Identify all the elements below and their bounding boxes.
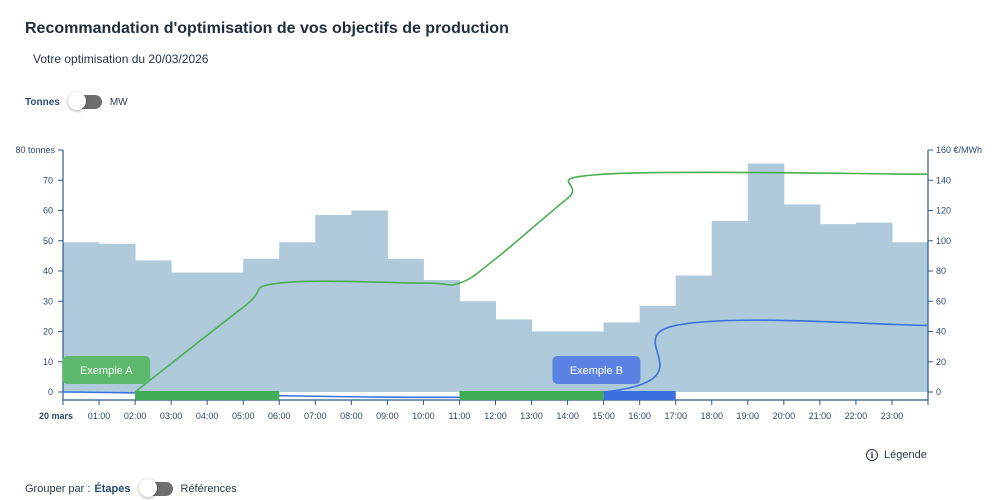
x-tick-label: 08:00 (340, 411, 363, 421)
unit-switch[interactable] (67, 92, 102, 110)
x-tick-label: 20:00 (773, 411, 796, 421)
green-series-line (134, 171, 929, 393)
x-tick-label: 11:00 (449, 411, 471, 421)
right-tick-label: 0 (936, 387, 941, 397)
x-tick-label: 20 mars (39, 411, 73, 421)
right-tick-label: 120 (936, 206, 951, 216)
x-tick-label: 12:00 (484, 411, 507, 421)
left-tick-label: 80 tonnes (15, 145, 55, 155)
left-tick-label: 0 (48, 387, 53, 397)
x-tick-label: 14:00 (556, 411, 579, 421)
x-tick-label: 03:00 (160, 411, 183, 421)
x-tick-label: 10:00 (412, 411, 435, 421)
chart-bar (675, 275, 713, 392)
callout-exemple-a[interactable]: Exemple A (62, 356, 151, 384)
info-icon: i (866, 449, 878, 461)
blue-segment (603, 391, 676, 400)
green-segment (135, 391, 280, 400)
x-tick-label: 21:00 (809, 411, 832, 421)
left-tick-label: 10 (43, 357, 53, 367)
callout-exemple-b[interactable]: Exemple B (552, 356, 641, 384)
chart-bar (495, 319, 533, 392)
right-tick-label: 80 (936, 266, 946, 276)
x-tick-label: 18:00 (700, 411, 723, 421)
unit-toggle-right-label: MW (109, 96, 128, 108)
group-toggle[interactable]: Grouper par : Étapes Références (25, 479, 237, 497)
left-tick-label: 20 (43, 327, 53, 337)
x-tick-label: 01:00 (88, 411, 111, 421)
x-tick-label: 16:00 (628, 411, 651, 421)
x-tick-label: 19:00 (737, 411, 760, 421)
chart-bar (783, 204, 821, 392)
chart-bar (279, 242, 316, 392)
bars-layer (63, 163, 929, 392)
chart-bar (639, 305, 677, 392)
unit-toggle[interactable]: Tonnes MW (25, 92, 128, 110)
group-toggle-prefix: Grouper par : (25, 483, 91, 495)
legend-button[interactable]: i Légende (866, 449, 927, 461)
unit-toggle-left-label: Tonnes (25, 96, 60, 108)
chart-bar (891, 242, 929, 392)
page-subtitle: Votre optimisation du 20/03/2026 (33, 52, 209, 66)
left-tick-label: 40 (43, 266, 53, 276)
callout-label: Exemple B (570, 365, 623, 377)
callout-box (62, 356, 151, 384)
chart-bar (423, 280, 460, 392)
right-tick-label: 40 (936, 327, 946, 337)
callouts-layer: Exemple A Exemple B (62, 356, 641, 384)
x-tick-label: 13:00 (520, 411, 543, 421)
x-tick-label: 17:00 (664, 411, 687, 421)
callout-box (552, 356, 641, 384)
group-toggle-left-label: Étapes (94, 483, 131, 495)
x-tick-label: 04:00 (196, 411, 219, 421)
green-segment (459, 391, 604, 400)
x-tick-label: 09:00 (376, 411, 399, 421)
right-tick-label: 60 (936, 296, 946, 306)
chart-bar (711, 221, 749, 392)
chart-bar (171, 272, 208, 392)
chart-bar (855, 222, 893, 392)
x-tick-label: 06:00 (268, 411, 291, 421)
chart-bar (243, 258, 280, 392)
right-tick-label: 20 (936, 357, 946, 367)
chart-bar (819, 224, 857, 392)
x-tick-label: 22:00 (845, 411, 868, 421)
chart-bar (315, 215, 352, 392)
page-title: Recommandation d'optimisation de vos obj… (25, 20, 509, 37)
segments-layer (135, 391, 676, 400)
right-tick-label: 160 €/MWh (936, 145, 982, 155)
group-switch[interactable] (138, 479, 173, 497)
left-tick-label: 50 (43, 236, 53, 246)
chart-bar (207, 272, 244, 392)
right-tick-label: 140 (936, 175, 951, 185)
left-tick-label: 30 (43, 296, 53, 306)
left-tick-label: 70 (43, 175, 53, 185)
x-tick-label: 15:00 (592, 411, 615, 421)
chart-bar (747, 163, 785, 392)
chart-bar (351, 210, 388, 392)
left-tick-label: 60 (43, 206, 53, 216)
group-switch-knob[interactable] (138, 479, 157, 497)
callout-label: Exemple A (80, 365, 133, 377)
x-tick-label: 02:00 (124, 411, 147, 421)
chart-bar (387, 258, 424, 392)
x-tick-label: 23:00 (881, 411, 904, 421)
x-tick-label: 05:00 (232, 411, 255, 421)
group-toggle-right-label: Références (180, 483, 237, 495)
unit-switch-knob[interactable] (67, 92, 86, 110)
x-tick-label: 07:00 (304, 411, 327, 421)
right-tick-label: 100 (936, 236, 951, 246)
chart-bar (459, 301, 496, 392)
legend-label: Légende (884, 449, 927, 461)
axes-layer: 0 10 20 30 40 50 60 70 80 tonnes 0 20 40 60 80 100 120 1… (15, 145, 982, 421)
